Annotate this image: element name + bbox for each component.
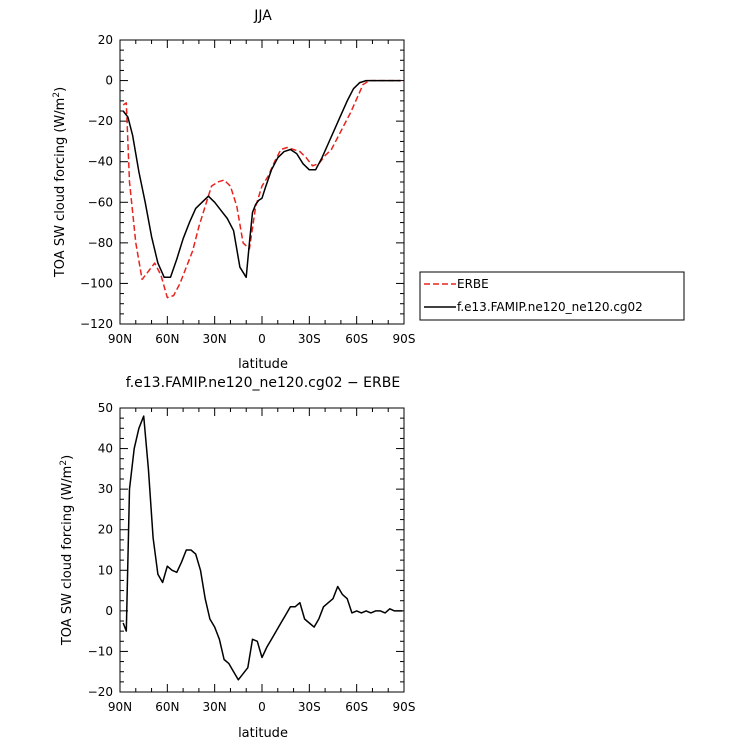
x-tick-label: 60S xyxy=(345,332,368,346)
x-axis-label: latitude xyxy=(238,726,288,741)
y-axis-label-main: TOA SW cloud forcing (W/m xyxy=(53,98,68,279)
x-tick-label: 0 xyxy=(258,700,266,714)
series-line-2 xyxy=(122,79,401,279)
x-tick-label: 90S xyxy=(393,700,416,714)
y-tick-label: 0 xyxy=(105,604,113,618)
x-tick-label: 90S xyxy=(393,332,416,346)
chart-difference: f.e13.FAMIP.ne120_ne120.cg02 − ERBE 50 40… xyxy=(59,375,415,741)
y-tick-label: 0 xyxy=(105,74,113,88)
y-tick-label: 40 xyxy=(98,442,113,456)
y-tick-label: 20 xyxy=(98,523,113,537)
x-axis-label: latitude xyxy=(238,357,288,372)
x-tick-label: 30S xyxy=(298,332,321,346)
y-ticks: 50 40 30 20 10 0 −10 −20 xyxy=(88,401,404,699)
y-tick-label: −60 xyxy=(88,195,113,209)
x-tick-label: 30N xyxy=(203,700,227,714)
x-tick-label: 0 xyxy=(258,332,266,346)
series-group xyxy=(122,415,403,681)
chart-title: f.e13.FAMIP.ne120_ne120.cg02 − ERBE xyxy=(126,375,400,391)
chart-title: JJA xyxy=(253,8,272,24)
x-tick-label: 90N xyxy=(108,332,132,346)
x-ticks: 90N 60N 30N 0 30S 60S 90S xyxy=(108,408,416,714)
y-axis-label-main: TOA SW cloud forcing (W/m xyxy=(60,466,75,647)
legend: ERBE f.e13.FAMIP.ne120_ne120.cg02 xyxy=(419,271,685,321)
x-tick-label: 30N xyxy=(203,332,227,346)
series-group xyxy=(122,79,401,299)
y-axis-label-sup: 2 xyxy=(59,460,69,466)
y-axis-label: TOA SW cloud forcing (W/m2) xyxy=(59,455,75,646)
x-tick-label: 30S xyxy=(298,700,321,714)
y-tick-label: −20 xyxy=(88,685,113,699)
chart-jja: JJA 20 0 −20 −40 −60 −80 −100 −120 90N 60N 30N 0 30… xyxy=(52,8,685,372)
x-ticks: 90N 60N 30N 0 30S 60S 90S xyxy=(108,40,416,346)
legend-box xyxy=(419,271,685,321)
y-ticks: 20 0 −20 −40 −60 −80 −100 −120 xyxy=(80,33,404,331)
series-line-1 xyxy=(122,415,403,681)
y-axis-label-sup: 2 xyxy=(52,92,62,98)
y-tick-label: −10 xyxy=(88,644,113,658)
x-tick-label: 60S xyxy=(345,700,368,714)
y-tick-label: −20 xyxy=(88,114,113,128)
y-tick-label: −120 xyxy=(80,317,113,331)
y-axis-label-close: ) xyxy=(60,455,75,460)
y-tick-label: −100 xyxy=(80,276,113,290)
legend-label-model: f.e13.FAMIP.ne120_ne120.cg02 xyxy=(457,300,643,314)
y-tick-label: 50 xyxy=(98,401,113,415)
y-tick-label: −40 xyxy=(88,155,113,169)
y-tick-label: 10 xyxy=(98,563,113,577)
y-tick-label: 20 xyxy=(98,33,113,47)
y-tick-label: 30 xyxy=(98,482,113,496)
y-axis-label-close: ) xyxy=(53,87,68,92)
x-tick-label: 90N xyxy=(108,700,132,714)
y-tick-label: −80 xyxy=(88,236,113,250)
x-tick-label: 60N xyxy=(155,700,179,714)
plot-area xyxy=(119,407,405,693)
series-line-1 xyxy=(122,79,401,299)
legend-label-erbe: ERBE xyxy=(457,277,489,291)
x-tick-label: 60N xyxy=(155,332,179,346)
y-axis-label: TOA SW cloud forcing (W/m2) xyxy=(52,87,68,278)
